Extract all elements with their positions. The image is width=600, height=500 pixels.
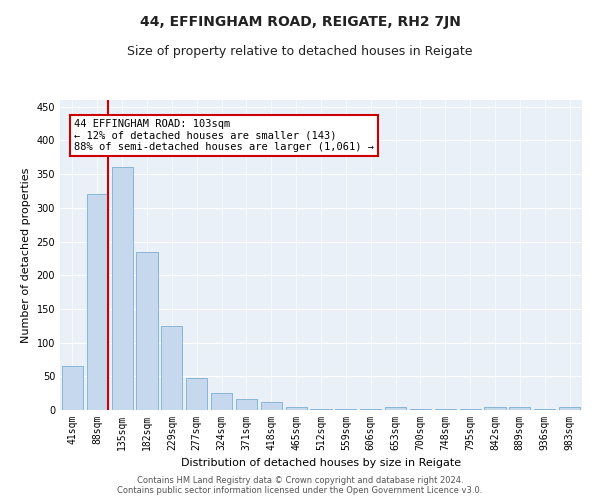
Text: Contains HM Land Registry data © Crown copyright and database right 2024.
Contai: Contains HM Land Registry data © Crown c… — [118, 476, 482, 495]
Bar — [112, 168, 133, 410]
Bar — [410, 408, 431, 410]
Bar — [87, 194, 108, 410]
Text: Size of property relative to detached houses in Reigate: Size of property relative to detached ho… — [127, 45, 473, 58]
Bar — [509, 408, 530, 410]
Bar — [161, 326, 182, 410]
Bar — [236, 398, 257, 410]
Bar — [460, 408, 481, 410]
Bar — [261, 402, 282, 410]
Bar — [360, 408, 381, 410]
Bar — [335, 408, 356, 410]
X-axis label: Distribution of detached houses by size in Reigate: Distribution of detached houses by size … — [181, 458, 461, 468]
Text: 44 EFFINGHAM ROAD: 103sqm
← 12% of detached houses are smaller (143)
88% of semi: 44 EFFINGHAM ROAD: 103sqm ← 12% of detac… — [74, 119, 374, 152]
Bar — [186, 378, 207, 410]
Text: 44, EFFINGHAM ROAD, REIGATE, RH2 7JN: 44, EFFINGHAM ROAD, REIGATE, RH2 7JN — [140, 15, 460, 29]
Bar — [484, 408, 506, 410]
Bar — [534, 408, 555, 410]
Bar — [559, 408, 580, 410]
Bar — [310, 408, 332, 410]
Bar — [385, 406, 406, 410]
Y-axis label: Number of detached properties: Number of detached properties — [21, 168, 31, 342]
Bar — [62, 366, 83, 410]
Bar — [286, 406, 307, 410]
Bar — [211, 393, 232, 410]
Bar — [435, 408, 456, 410]
Bar — [136, 252, 158, 410]
